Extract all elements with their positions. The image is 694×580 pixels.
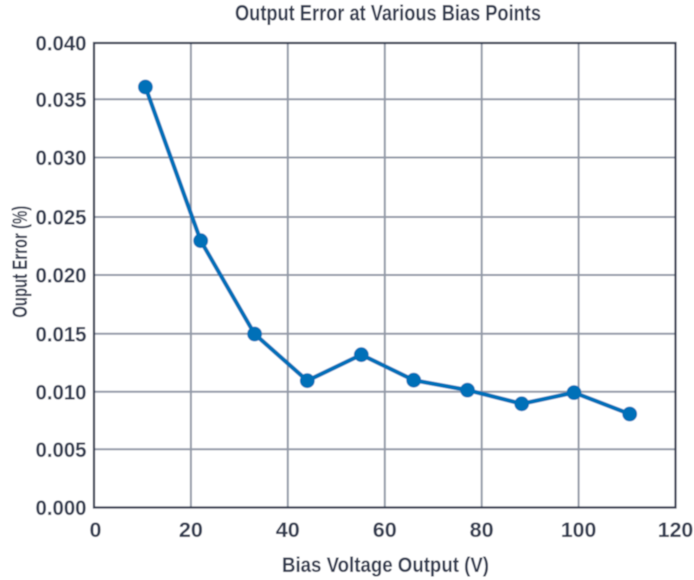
svg-text:0.040: 0.040	[36, 32, 87, 56]
svg-text:0.020: 0.020	[36, 264, 87, 288]
svg-text:0.025: 0.025	[36, 206, 87, 230]
svg-text:40: 40	[276, 518, 300, 542]
svg-text:80: 80	[470, 518, 494, 542]
svg-text:Output Error at Various Bias P: Output Error at Various Bias Points	[235, 1, 541, 26]
svg-text:0.035: 0.035	[36, 88, 87, 112]
svg-text:0.010: 0.010	[36, 380, 87, 404]
svg-text:60: 60	[373, 518, 397, 542]
svg-text:0.000: 0.000	[36, 496, 87, 520]
svg-text:Ouput Error (%): Ouput Error (%)	[9, 206, 32, 318]
svg-text:0.030: 0.030	[36, 146, 87, 170]
svg-text:0.015: 0.015	[36, 322, 87, 346]
svg-text:100: 100	[561, 518, 597, 542]
svg-text:0.005: 0.005	[36, 438, 87, 462]
svg-text:20: 20	[179, 518, 203, 542]
svg-text:Bias Voltage Output (V): Bias Voltage Output (V)	[282, 554, 489, 577]
svg-text:0: 0	[90, 518, 102, 542]
svg-text:120: 120	[658, 518, 694, 542]
